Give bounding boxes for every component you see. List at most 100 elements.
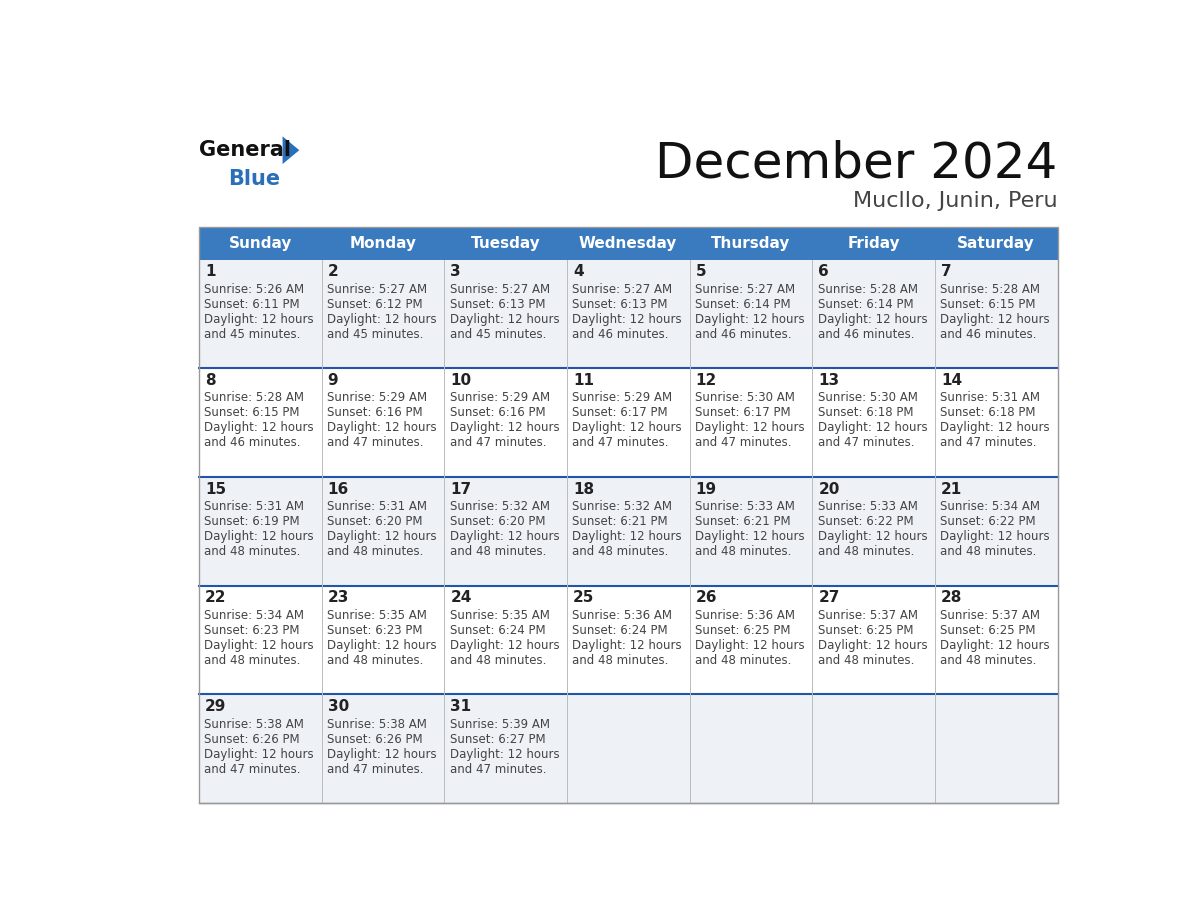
Bar [444, 586, 567, 694]
Text: 14: 14 [941, 373, 962, 388]
Text: 7: 7 [941, 264, 952, 279]
Text: and 47 minutes.: and 47 minutes. [573, 436, 669, 450]
Text: and 45 minutes.: and 45 minutes. [449, 328, 546, 341]
Text: Sunrise: 5:33 AM: Sunrise: 5:33 AM [695, 500, 795, 513]
Bar [689, 260, 813, 368]
Text: and 46 minutes.: and 46 minutes. [695, 328, 791, 341]
Bar [567, 586, 689, 694]
Text: Sunrise: 5:28 AM: Sunrise: 5:28 AM [941, 283, 1041, 296]
Text: Sunset: 6:17 PM: Sunset: 6:17 PM [573, 407, 668, 420]
Text: Sunrise: 5:27 AM: Sunrise: 5:27 AM [573, 283, 672, 296]
Text: Sunset: 6:11 PM: Sunset: 6:11 PM [204, 297, 299, 310]
Bar [813, 586, 935, 694]
Text: and 45 minutes.: and 45 minutes. [204, 328, 301, 341]
Text: Sunset: 6:14 PM: Sunset: 6:14 PM [695, 297, 790, 310]
Text: and 48 minutes.: and 48 minutes. [573, 545, 669, 558]
Text: Sunrise: 5:34 AM: Sunrise: 5:34 AM [204, 609, 304, 621]
Bar [198, 586, 322, 694]
Text: Sunrise: 5:27 AM: Sunrise: 5:27 AM [449, 283, 550, 296]
Bar [689, 227, 813, 260]
Text: Sunrise: 5:36 AM: Sunrise: 5:36 AM [573, 609, 672, 621]
Bar [813, 477, 935, 586]
Bar [567, 477, 689, 586]
Text: Sunrise: 5:33 AM: Sunrise: 5:33 AM [817, 500, 917, 513]
Bar [322, 586, 444, 694]
Text: Daylight: 12 hours: Daylight: 12 hours [204, 313, 314, 326]
Text: Daylight: 12 hours: Daylight: 12 hours [941, 639, 1050, 652]
Text: 13: 13 [819, 373, 840, 388]
Text: Daylight: 12 hours: Daylight: 12 hours [449, 530, 560, 543]
Text: Sunset: 6:23 PM: Sunset: 6:23 PM [204, 624, 299, 637]
Bar [322, 477, 444, 586]
Text: Daylight: 12 hours: Daylight: 12 hours [573, 639, 682, 652]
Text: Daylight: 12 hours: Daylight: 12 hours [941, 313, 1050, 326]
Text: 11: 11 [573, 373, 594, 388]
Text: Sunset: 6:24 PM: Sunset: 6:24 PM [573, 624, 668, 637]
Text: Sunset: 6:12 PM: Sunset: 6:12 PM [327, 297, 423, 310]
Text: Sunset: 6:20 PM: Sunset: 6:20 PM [327, 515, 423, 528]
Bar [444, 368, 567, 477]
Text: Sunset: 6:16 PM: Sunset: 6:16 PM [327, 407, 423, 420]
Text: Mucllo, Junin, Peru: Mucllo, Junin, Peru [853, 191, 1057, 211]
Text: 15: 15 [206, 482, 226, 497]
Bar [322, 694, 444, 803]
Text: and 48 minutes.: and 48 minutes. [941, 654, 1037, 666]
Text: Sunrise: 5:30 AM: Sunrise: 5:30 AM [817, 391, 917, 404]
Bar [689, 477, 813, 586]
Text: Daylight: 12 hours: Daylight: 12 hours [573, 530, 682, 543]
Text: and 46 minutes.: and 46 minutes. [941, 328, 1037, 341]
Text: 4: 4 [573, 264, 583, 279]
Text: and 48 minutes.: and 48 minutes. [817, 654, 914, 666]
Text: Daylight: 12 hours: Daylight: 12 hours [695, 530, 804, 543]
Text: Sunset: 6:17 PM: Sunset: 6:17 PM [695, 407, 790, 420]
Text: and 46 minutes.: and 46 minutes. [573, 328, 669, 341]
Text: Sunrise: 5:31 AM: Sunrise: 5:31 AM [204, 500, 304, 513]
Bar [567, 260, 689, 368]
Text: Sunset: 6:22 PM: Sunset: 6:22 PM [941, 515, 1036, 528]
Text: 16: 16 [328, 482, 349, 497]
Bar [935, 586, 1057, 694]
Text: Sunrise: 5:27 AM: Sunrise: 5:27 AM [695, 283, 795, 296]
Text: Sunrise: 5:37 AM: Sunrise: 5:37 AM [817, 609, 917, 621]
Text: Sunrise: 5:35 AM: Sunrise: 5:35 AM [449, 609, 550, 621]
Text: Daylight: 12 hours: Daylight: 12 hours [449, 747, 560, 761]
Bar [322, 227, 444, 260]
Text: and 47 minutes.: and 47 minutes. [449, 763, 546, 776]
Text: Sunrise: 5:29 AM: Sunrise: 5:29 AM [573, 391, 672, 404]
Text: Daylight: 12 hours: Daylight: 12 hours [327, 747, 437, 761]
Text: Sunset: 6:24 PM: Sunset: 6:24 PM [449, 624, 545, 637]
Text: Sunset: 6:13 PM: Sunset: 6:13 PM [573, 297, 668, 310]
Text: 17: 17 [450, 482, 472, 497]
Text: Sunrise: 5:29 AM: Sunrise: 5:29 AM [449, 391, 550, 404]
Text: Sunset: 6:15 PM: Sunset: 6:15 PM [204, 407, 299, 420]
Text: Sunrise: 5:27 AM: Sunrise: 5:27 AM [327, 283, 428, 296]
Bar [444, 260, 567, 368]
Text: Daylight: 12 hours: Daylight: 12 hours [817, 639, 928, 652]
Text: and 48 minutes.: and 48 minutes. [695, 545, 791, 558]
Text: 1: 1 [206, 264, 215, 279]
Text: Sunset: 6:15 PM: Sunset: 6:15 PM [941, 297, 1036, 310]
Bar [689, 368, 813, 477]
Text: Daylight: 12 hours: Daylight: 12 hours [327, 313, 437, 326]
Text: 23: 23 [328, 590, 349, 605]
Text: and 47 minutes.: and 47 minutes. [204, 763, 301, 776]
Text: Friday: Friday [847, 236, 899, 251]
Text: Daylight: 12 hours: Daylight: 12 hours [941, 530, 1050, 543]
Bar [813, 260, 935, 368]
Text: and 48 minutes.: and 48 minutes. [941, 545, 1037, 558]
Text: Sunrise: 5:32 AM: Sunrise: 5:32 AM [449, 500, 550, 513]
Text: Sunrise: 5:39 AM: Sunrise: 5:39 AM [449, 718, 550, 731]
Text: Sunrise: 5:29 AM: Sunrise: 5:29 AM [327, 391, 428, 404]
Text: Sunset: 6:25 PM: Sunset: 6:25 PM [695, 624, 790, 637]
Text: Daylight: 12 hours: Daylight: 12 hours [817, 421, 928, 434]
Text: Sunrise: 5:31 AM: Sunrise: 5:31 AM [941, 391, 1041, 404]
Bar [935, 227, 1057, 260]
Text: Sunrise: 5:31 AM: Sunrise: 5:31 AM [327, 500, 426, 513]
Text: Sunset: 6:20 PM: Sunset: 6:20 PM [449, 515, 545, 528]
Bar [813, 694, 935, 803]
Text: 6: 6 [819, 264, 829, 279]
Text: Daylight: 12 hours: Daylight: 12 hours [204, 530, 314, 543]
Text: Sunset: 6:25 PM: Sunset: 6:25 PM [941, 624, 1036, 637]
Text: Daylight: 12 hours: Daylight: 12 hours [204, 747, 314, 761]
Bar [322, 260, 444, 368]
